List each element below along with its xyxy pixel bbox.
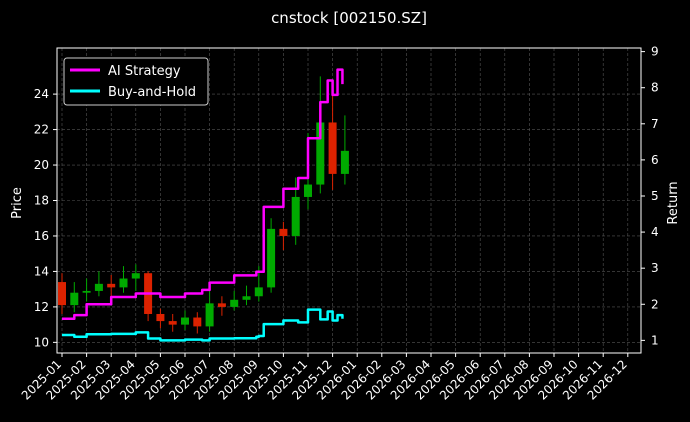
candle-body: [217, 303, 226, 307]
y2-tick-label: 5: [651, 189, 659, 203]
candle-body: [82, 290, 91, 293]
candle-body: [291, 196, 300, 236]
candle-body: [205, 303, 214, 327]
candle-body: [316, 122, 325, 185]
y2-tick-label: 3: [651, 261, 659, 275]
candle-body: [58, 282, 66, 306]
candle-body: [340, 150, 349, 174]
candle-body: [119, 278, 128, 288]
candle-body: [156, 313, 165, 322]
candle-body: [254, 287, 263, 297]
candle-body: [107, 283, 116, 288]
y-tick-label: 20: [34, 158, 49, 172]
series-line-strategy: [62, 68, 344, 320]
return-series: [62, 68, 344, 342]
candle-body: [70, 292, 79, 306]
y-tick-label: 18: [34, 194, 49, 208]
y2-tick-label: 4: [651, 225, 659, 239]
candle-body: [279, 228, 288, 236]
candle-body: [131, 273, 140, 279]
y2-tick-label: 8: [651, 81, 659, 95]
y2-tick-label: 2: [651, 297, 659, 311]
y-tick-label: 24: [34, 87, 49, 101]
y2-tick-label: 7: [651, 117, 659, 131]
chart-title: cnstock [002150.SZ]: [271, 9, 427, 27]
series-line-buyhold: [62, 308, 344, 342]
legend-label-strategy: AI Strategy: [108, 64, 181, 79]
candle-body: [193, 317, 202, 327]
candle-body: [230, 299, 239, 307]
y-tick-label: 14: [34, 264, 49, 278]
y-tick-label: 10: [34, 335, 49, 349]
legend: AI Strategy Buy-and-Hold: [63, 57, 209, 106]
candle-body: [328, 122, 337, 174]
legend-label-buyhold: Buy-and-Hold: [108, 85, 196, 100]
y2-tick-label: 9: [651, 45, 659, 59]
y-tick-label: 22: [34, 123, 49, 137]
y2-tick-label: 6: [651, 153, 659, 167]
candle-body: [181, 317, 189, 325]
candle-body: [267, 228, 276, 288]
candle-body: [304, 184, 312, 197]
y2-axis-label: Return: [666, 181, 681, 224]
candle-body: [242, 296, 251, 300]
candle-body: [94, 283, 103, 291]
y-axis-return: 1 2 3 4 5 6 7 8 9: [641, 45, 659, 347]
candle-body: [168, 321, 177, 325]
y2-tick-label: 1: [651, 333, 659, 347]
y-tick-label: 16: [34, 229, 49, 243]
y-tick-label: 12: [34, 300, 49, 314]
y-axis-label: Price: [10, 187, 25, 219]
y-axis-price: 10 12 14 16 18 20 22 24: [34, 87, 57, 349]
